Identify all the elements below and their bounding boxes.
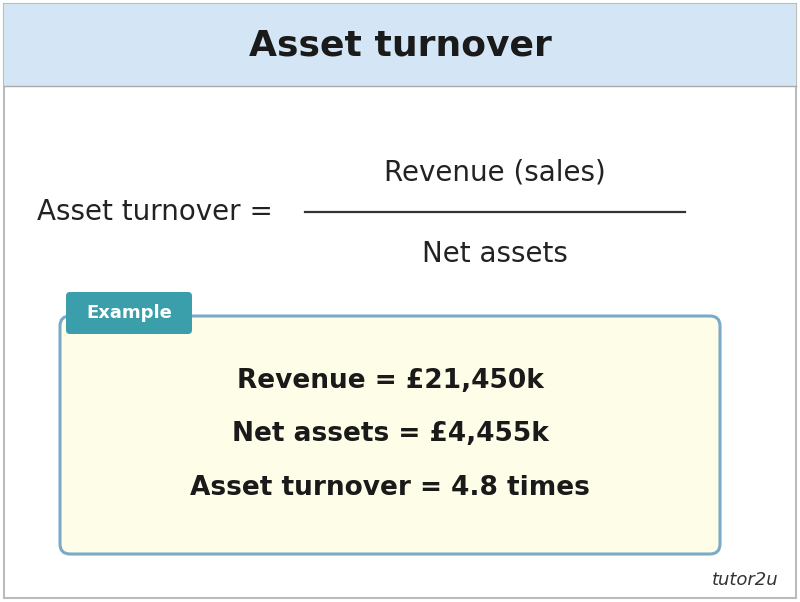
Text: Asset turnover =: Asset turnover = bbox=[37, 198, 273, 226]
Text: Revenue (sales): Revenue (sales) bbox=[384, 158, 606, 186]
Text: Net assets = £4,455k: Net assets = £4,455k bbox=[231, 421, 549, 447]
Text: Revenue = £21,450k: Revenue = £21,450k bbox=[237, 368, 543, 394]
FancyBboxPatch shape bbox=[4, 4, 796, 598]
Text: Net assets: Net assets bbox=[422, 240, 568, 268]
Bar bbox=[4, 4, 796, 86]
Text: tutor2u: tutor2u bbox=[711, 571, 778, 589]
Text: Example: Example bbox=[86, 304, 172, 322]
Text: Asset turnover = 4.8 times: Asset turnover = 4.8 times bbox=[190, 475, 590, 501]
FancyBboxPatch shape bbox=[66, 292, 192, 334]
Text: Asset turnover: Asset turnover bbox=[249, 28, 551, 62]
FancyBboxPatch shape bbox=[60, 316, 720, 554]
